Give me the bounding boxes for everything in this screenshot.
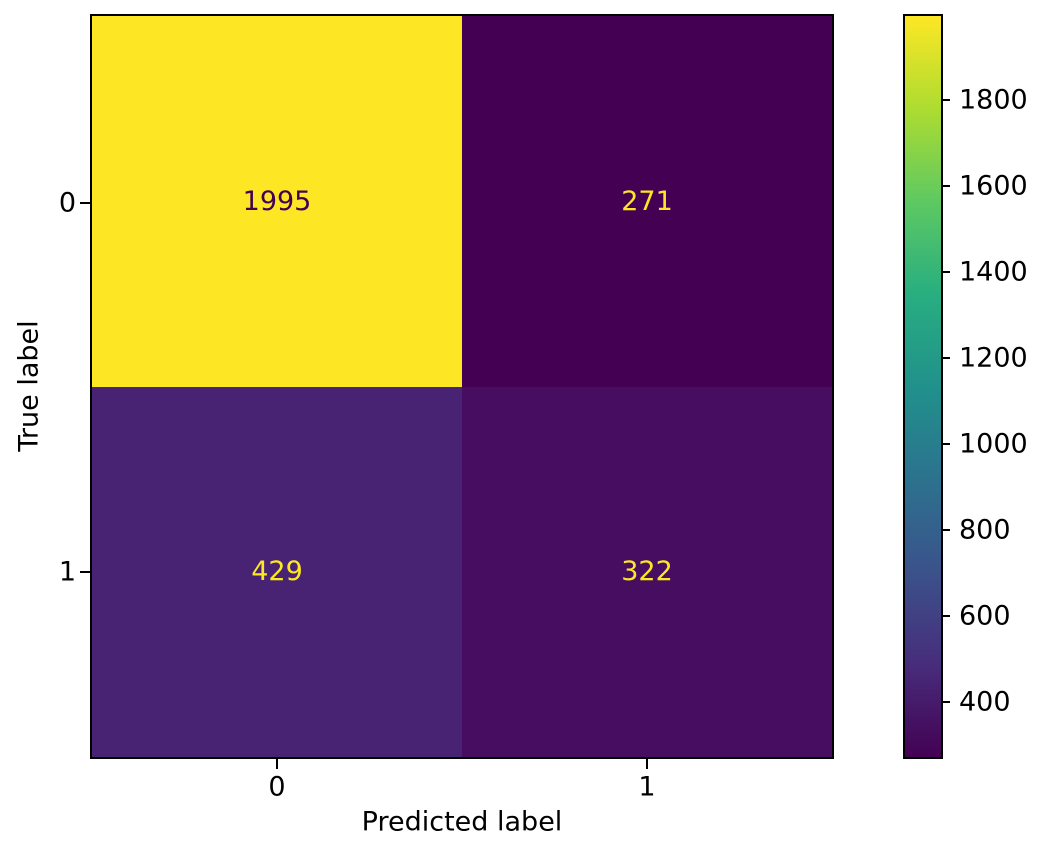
cell-value-0-1: 271 (621, 185, 673, 217)
cell-value-1-0: 429 (251, 556, 303, 588)
x-tick-1 (646, 759, 648, 769)
y-tick-label-1: 1 (58, 556, 76, 588)
colorbar-tick-label: 400 (959, 686, 1011, 718)
colorbar-tick (943, 270, 950, 273)
cell-value-1-1: 322 (621, 556, 673, 588)
y-axis-label: True label (13, 320, 45, 452)
x-tick-0 (276, 759, 278, 769)
colorbar-tick (943, 184, 950, 187)
heatmap-axes: 1995 271 429 322 (90, 14, 834, 759)
x-tick-label-0: 0 (268, 771, 286, 803)
cell-value-0-0: 1995 (242, 185, 312, 217)
colorbar (903, 14, 943, 759)
matrix-cell-0-0: 1995 (92, 16, 462, 387)
colorbar-tick-label: 1200 (959, 342, 1028, 374)
matrix-cell-0-1: 271 (462, 16, 832, 387)
colorbar-tick-label: 600 (959, 600, 1011, 632)
colorbar-tick-label: 1000 (959, 428, 1028, 460)
y-tick-1 (80, 571, 90, 573)
colorbar-tick (943, 98, 950, 101)
colorbar-tick-label: 800 (959, 514, 1011, 546)
colorbar-tick (943, 528, 950, 531)
colorbar-tick-label: 1800 (959, 84, 1028, 116)
colorbar-gradient (905, 16, 941, 757)
colorbar-tick (943, 614, 950, 617)
matrix-cell-1-1: 322 (462, 386, 832, 757)
colorbar-tick (943, 700, 950, 703)
colorbar-tick-label: 1400 (959, 256, 1028, 288)
y-tick-label-0: 0 (58, 187, 76, 219)
matrix-cell-1-0: 429 (92, 386, 462, 757)
colorbar-tick-label: 1600 (959, 170, 1028, 202)
colorbar-tick (943, 442, 950, 445)
colorbar-tick (943, 356, 950, 359)
x-axis-label: Predicted label (361, 806, 563, 838)
x-tick-label-1: 1 (638, 771, 656, 803)
y-tick-0 (80, 202, 90, 204)
